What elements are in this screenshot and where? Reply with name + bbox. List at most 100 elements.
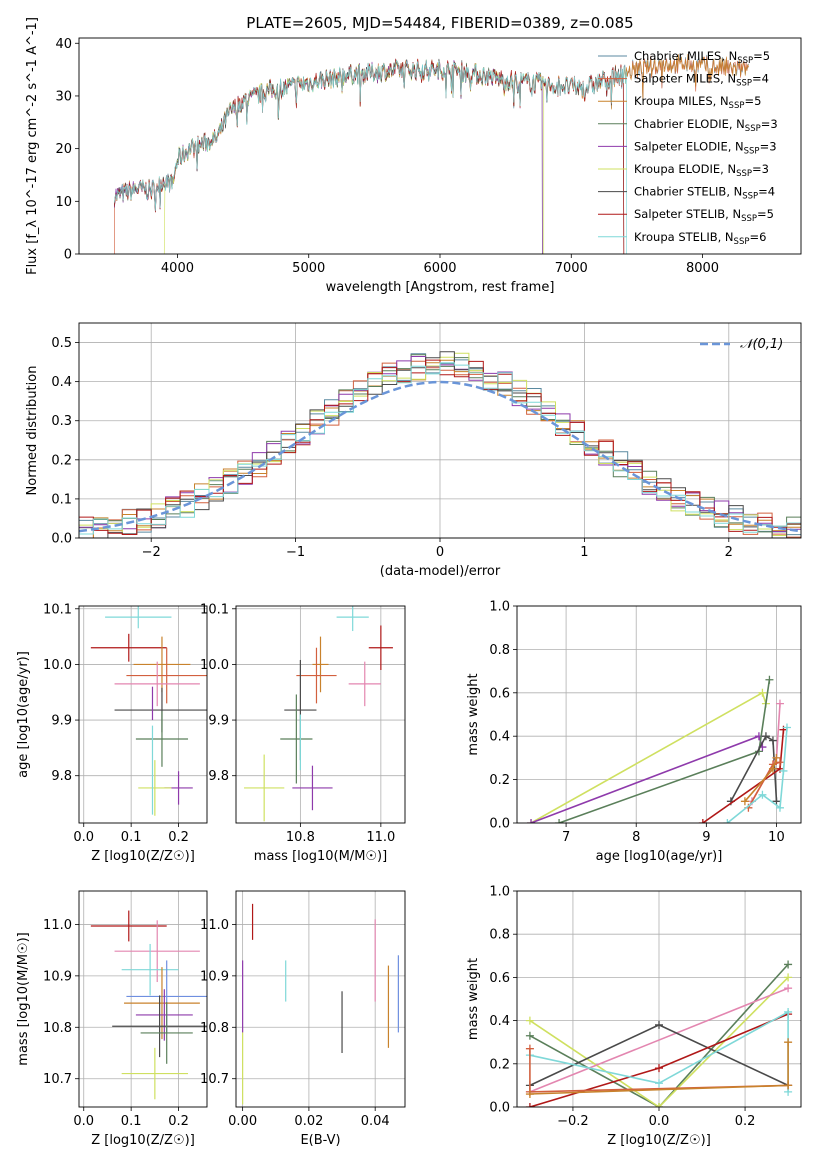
y-tick-label: 9.8	[208, 769, 229, 784]
plot-area-weight_vs_age	[527, 675, 791, 823]
panel-spectrum: 4000 5000 6000 7000 8000 0 10 20 30 40 wavelength …	[25, 17, 802, 295]
legend-text: Chabrier MILES, N	[634, 49, 737, 63]
y-tick-label: 0.4	[489, 730, 510, 745]
legend-text: =4	[752, 72, 769, 86]
weight-point	[655, 1064, 663, 1073]
weight-point	[784, 1081, 793, 1090]
weight-line	[529, 963, 789, 1107]
y-tick-label: 10.0	[200, 658, 229, 673]
weight-point	[768, 736, 777, 745]
weight-point	[525, 1044, 534, 1053]
y-tick-label: 11.0	[43, 918, 72, 933]
y-tick-label: 0.0	[489, 817, 510, 832]
x-axis-label: mass [log10(M/M☉)]	[254, 849, 387, 864]
gaussian-curve	[79, 380, 801, 533]
weight-point	[775, 758, 784, 767]
y-tick-label: 10.7	[43, 1072, 72, 1087]
panel-age_vs_Z: 0.0 0.1 0.2 9.8 9.9 10.0 10.1 Z [log10(Z/Z☉)] ag…	[16, 602, 208, 864]
axes-frame	[516, 890, 802, 1108]
y-tick-label: 0.4	[51, 375, 72, 390]
weight-point	[761, 732, 770, 741]
weight-line	[702, 729, 785, 823]
axes-frame	[235, 890, 406, 1108]
x-tick-label: 0.00	[228, 1114, 257, 1129]
weight-point	[779, 766, 788, 775]
y-tick-label: 0.1	[51, 492, 72, 507]
y-axis-label: age [log10(age/yr)]	[16, 651, 31, 778]
legend-sub: SSP	[742, 192, 758, 202]
y-tick-label: 0	[64, 248, 72, 263]
y-axis-label: mass weight	[466, 958, 481, 1040]
x-tick-label: 7000	[555, 261, 588, 276]
x-tick-label: 0.0	[649, 1114, 670, 1129]
series-line-salpeter-miles	[114, 55, 749, 254]
legend-text: Chabrier ELODIE, N	[634, 117, 745, 131]
y-tick-label: 1.0	[489, 600, 510, 615]
axes-frame	[516, 605, 802, 824]
weight-point	[555, 819, 564, 823]
x-tick-label: 10	[768, 830, 785, 845]
x-tick-label: −0.2	[557, 1114, 589, 1129]
plot-area-mass_vs_EBV	[242, 903, 399, 1105]
legend-text: =6	[749, 230, 766, 244]
x-tick-label: 11.0	[366, 830, 395, 845]
legend-sub: SSP	[744, 146, 760, 156]
legend-sub: SSP	[741, 214, 757, 224]
y-axis-label: mass weight	[466, 673, 481, 755]
y-tick-label: 0.2	[51, 453, 72, 468]
x-tick-label: 0.04	[361, 1114, 390, 1129]
legend-text: =5	[744, 94, 761, 108]
x-tick-label: 0.02	[294, 1114, 323, 1129]
legend-text: Kroupa ELODIE, N	[634, 162, 736, 176]
y-tick-label: 0.4	[489, 1014, 510, 1029]
x-tick-label: 1	[580, 545, 588, 560]
y-tick-label: 1.0	[489, 885, 510, 900]
weight-point	[655, 1103, 663, 1107]
legend-label: Kroupa MILES, NSSP=5	[634, 94, 761, 111]
y-tick-label: 0.0	[51, 532, 72, 547]
weight-point	[784, 960, 793, 969]
weight-point	[784, 984, 793, 993]
weight-point	[527, 819, 536, 823]
weight-line	[529, 987, 789, 1093]
hist-step	[79, 362, 801, 535]
x-tick-label: −2	[142, 545, 161, 560]
x-tick-label: 8000	[686, 261, 719, 276]
legend-label: Chabrier ELODIE, NSSP=3	[634, 117, 778, 134]
weight-point	[655, 1020, 663, 1029]
plot-area-spectrum	[114, 53, 749, 254]
y-tick-label: 10	[55, 195, 72, 210]
y-tick-label: 0.6	[489, 971, 510, 986]
legend-sub: SSP	[729, 101, 745, 111]
x-tick-label: 7	[562, 830, 570, 845]
legend-sub: SSP	[736, 169, 752, 179]
x-tick-label: 0.1	[121, 1114, 142, 1129]
x-tick-label: 0	[436, 545, 444, 560]
y-tick-label: 9.9	[208, 714, 229, 729]
y-tick-label: 0.3	[51, 414, 72, 429]
legend-label: Chabrier STELIB, NSSP=4	[634, 185, 775, 202]
x-axis-label: Z [log10(Z/Z☉)]	[91, 849, 195, 864]
weight-line	[529, 976, 789, 1107]
legend-text: =3	[752, 162, 769, 176]
legend-text: =3	[760, 139, 777, 153]
weight-point	[775, 803, 784, 812]
axes-frame	[78, 890, 208, 1108]
y-tick-label: 10.9	[200, 969, 229, 984]
y-tick-label: 10.7	[200, 1072, 229, 1087]
weight-point	[740, 797, 749, 806]
weight-point	[784, 1038, 793, 1047]
x-axis-label: E(B-V)	[300, 1133, 340, 1148]
panel-weight_vs_age: 7 8 9 10 0.0 0.2 0.4 0.6 0.8 1.0 age [log10(age/yr…	[466, 600, 802, 864]
weight-point	[698, 819, 707, 823]
x-tick-label: 0.2	[168, 830, 189, 845]
legend-sub: SSP	[734, 237, 750, 247]
plot-area-mass_vs_Z	[90, 910, 207, 1100]
legend-text: =4	[758, 185, 775, 199]
y-tick-label: 0.0	[489, 1101, 510, 1116]
y-tick-label: 0.5	[51, 336, 72, 351]
legend-text: =5	[753, 49, 770, 63]
x-axis-label: wavelength [Angstrom, rest frame]	[326, 280, 555, 295]
y-tick-label: 9.9	[51, 714, 72, 729]
weight-point	[525, 1031, 534, 1040]
